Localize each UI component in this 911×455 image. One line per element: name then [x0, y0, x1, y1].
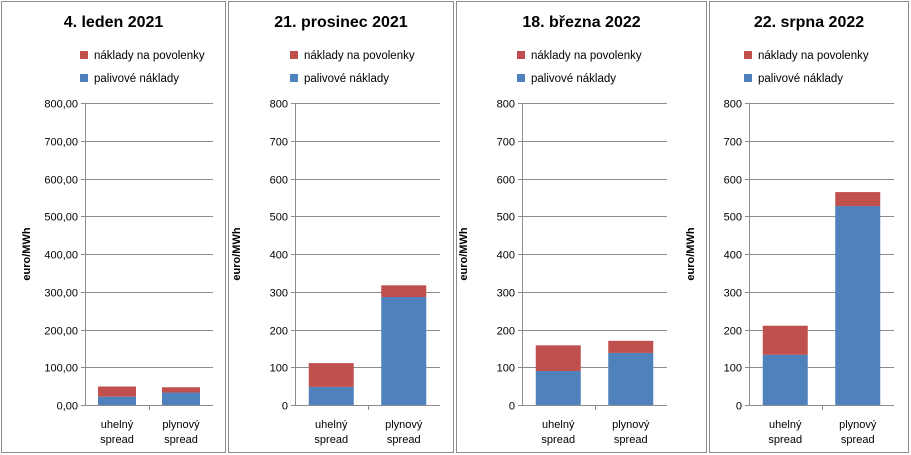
x-category-label: spread [614, 434, 648, 446]
y-tick-label: 300 [724, 288, 742, 300]
x-category-label: spread [100, 434, 134, 446]
x-category-label: spread [314, 434, 348, 446]
chart-1: 4. leden 2021 náklady na povolenky palivov… [1, 1, 226, 453]
bar-2-series-2 [162, 387, 200, 393]
legend-label-1: palivové náklady [531, 73, 616, 85]
legend-swatch-1 [744, 74, 752, 82]
y-axis-label: euro/MWh [21, 227, 33, 280]
y-tick-label: 600 [270, 175, 288, 187]
chart-title: 18. března 2022 [522, 14, 640, 31]
y-tick-label: 700 [270, 137, 288, 149]
y-tick-label: 700,00 [44, 137, 78, 149]
y-tick-label: 800,00 [44, 99, 78, 111]
y-tick-label: 500 [497, 212, 515, 224]
y-tick-label: 200 [270, 326, 288, 338]
legend-swatch-2 [744, 51, 752, 59]
y-tick-label: 100,00 [44, 363, 78, 375]
y-tick-label: 600 [724, 175, 742, 187]
bar-2-series-2 [835, 192, 881, 207]
legend-swatch-1 [290, 74, 298, 82]
chart-4: 22. srpna 2022 náklady na povolenky palivo… [685, 1, 909, 453]
bar-2-series-2 [381, 285, 427, 298]
y-tick-label: 600 [497, 175, 515, 187]
x-category-label: uhelný [315, 419, 348, 431]
x-category-label: plynový [839, 419, 877, 431]
x-category-label: spread [768, 434, 802, 446]
bar-2-series-1 [608, 352, 654, 405]
bar-1-series-2 [98, 386, 136, 397]
legend-label-1: palivové náklady [758, 73, 843, 85]
bar-1-series-2 [535, 345, 581, 372]
y-tick-label: 600,00 [44, 175, 78, 187]
y-tick-label: 400 [497, 250, 515, 262]
legend-label-2: náklady na povolenky [531, 50, 642, 62]
legend-swatch-2 [80, 51, 88, 59]
y-tick-label: 500 [270, 212, 288, 224]
y-tick-label: 800 [270, 99, 288, 111]
x-category-label: spread [164, 434, 198, 446]
chart-3: 18. března 2022 náklady na povolenky paliv… [456, 1, 707, 453]
x-category-label: spread [541, 434, 575, 446]
y-tick-label: 100 [724, 363, 742, 375]
legend-label-1: palivové náklady [304, 73, 389, 85]
legend-label-2: náklady na povolenky [758, 50, 869, 62]
y-tick-label: 300,00 [44, 288, 78, 300]
y-tick-label: 300 [270, 288, 288, 300]
y-tick-label: 100 [270, 363, 288, 375]
legend-label-1: palivové náklady [94, 73, 179, 85]
bar-2-series-1 [381, 297, 427, 405]
bar-2-series-1 [835, 206, 881, 405]
y-tick-label: 500,00 [44, 212, 78, 224]
chart-title: 4. leden 2021 [64, 14, 164, 31]
bar-2-series-1 [162, 392, 200, 405]
x-category-label: spread [841, 434, 875, 446]
y-tick-label: 400 [724, 250, 742, 262]
chart-frame [1, 1, 226, 453]
y-axis-label: euro/MWh [685, 227, 697, 280]
legend-swatch-1 [80, 74, 88, 82]
y-tick-label: 700 [497, 137, 515, 149]
y-tick-label: 300 [497, 288, 515, 300]
bar-2-series-2 [608, 340, 654, 353]
y-tick-label: 800 [724, 99, 742, 111]
y-tick-label: 0 [736, 401, 742, 413]
y-tick-label: 0,00 [57, 401, 78, 413]
x-category-label: uhelný [101, 419, 134, 431]
bar-1-series-2 [308, 363, 354, 387]
chart-title: 21. prosinec 2021 [274, 14, 408, 31]
y-tick-label: 200,00 [44, 326, 78, 338]
y-tick-label: 400 [270, 250, 288, 262]
legend-swatch-2 [290, 51, 298, 59]
bar-1-series-2 [762, 325, 808, 355]
x-category-label: spread [387, 434, 421, 446]
y-tick-label: 400,00 [44, 250, 78, 262]
bar-1-series-1 [98, 396, 136, 405]
chart-2: 21. prosinec 2021 náklady na povolenky pal… [228, 1, 454, 453]
legend-swatch-1 [517, 74, 525, 82]
y-axis-label: euro/MWh [458, 227, 470, 280]
legend-swatch-2 [517, 51, 525, 59]
y-tick-label: 200 [497, 326, 515, 338]
y-tick-label: 800 [497, 99, 515, 111]
x-category-label: plynový [385, 419, 423, 431]
chart-frame [456, 1, 707, 453]
x-category-label: uhelný [542, 419, 575, 431]
bar-1-series-1 [762, 354, 808, 405]
y-tick-label: 0 [282, 401, 288, 413]
y-tick-label: 700 [724, 137, 742, 149]
bar-1-series-1 [308, 386, 354, 405]
y-tick-label: 500 [724, 212, 742, 224]
y-axis-label: euro/MWh [231, 227, 243, 280]
legend-label-2: náklady na povolenky [304, 50, 415, 62]
y-tick-label: 200 [724, 326, 742, 338]
bar-1-series-1 [535, 371, 581, 405]
y-tick-label: 0 [509, 401, 515, 413]
chart-title: 22. srpna 2022 [754, 14, 864, 31]
x-category-label: uhelný [769, 419, 802, 431]
x-category-label: plynový [162, 419, 200, 431]
y-tick-label: 100 [497, 363, 515, 375]
x-category-label: plynový [612, 419, 650, 431]
legend-label-2: náklady na povolenky [94, 50, 205, 62]
